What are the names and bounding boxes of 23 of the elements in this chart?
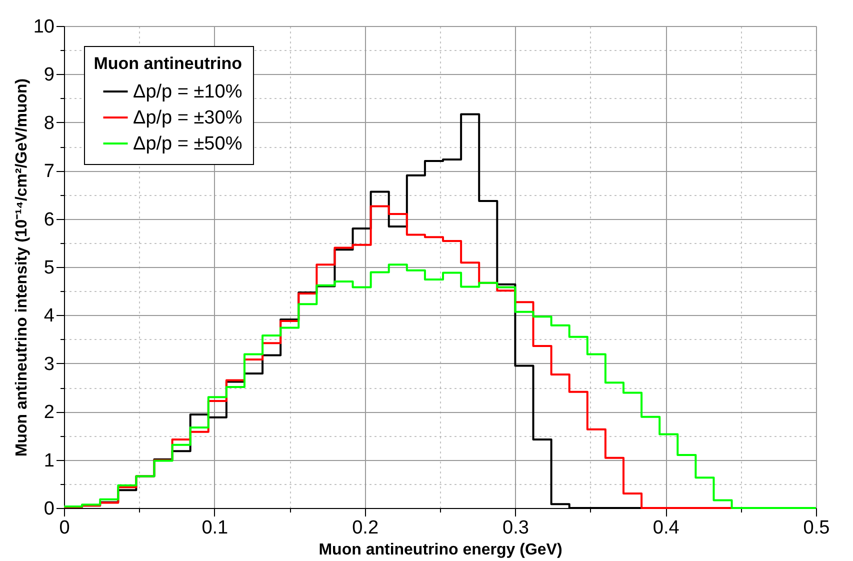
x-tick-label: 0 xyxy=(59,518,70,538)
y-tick-label: 5 xyxy=(44,258,54,278)
x-tick-label: 0.3 xyxy=(502,518,529,538)
x-tick-label: 0.1 xyxy=(202,518,228,538)
x-axis-title: Muon antineutrino energy (GeV) xyxy=(318,542,562,558)
legend-label: Δp/p = ±10% xyxy=(133,82,242,102)
legend-label: Δp/p = ±50% xyxy=(133,134,242,154)
y-tick-label: 8 xyxy=(44,112,54,134)
y-tick-label: 7 xyxy=(44,161,54,182)
x-tick-label: 0.2 xyxy=(352,518,379,538)
y-tick-label: 0 xyxy=(44,498,54,520)
y-tick-label: 6 xyxy=(44,209,54,230)
x-tick-label: 0.4 xyxy=(652,518,680,538)
y-tick-label: 3 xyxy=(44,354,54,375)
y-tick-label: 1 xyxy=(44,450,54,472)
legend-title: Muon antineutrino xyxy=(94,54,242,73)
y-tick-label: 9 xyxy=(44,64,54,86)
y-tick-label: 10 xyxy=(33,16,54,38)
y-axis-title: Muon antineutrino intensity (10⁻¹⁴/cm²/GeV/muon) xyxy=(13,78,30,457)
legend-label: Δp/p = ±30% xyxy=(133,108,242,128)
y-tick-label: 4 xyxy=(44,306,55,327)
y-tick-label: 2 xyxy=(44,402,54,424)
x-tick-label: 0.5 xyxy=(803,518,830,538)
